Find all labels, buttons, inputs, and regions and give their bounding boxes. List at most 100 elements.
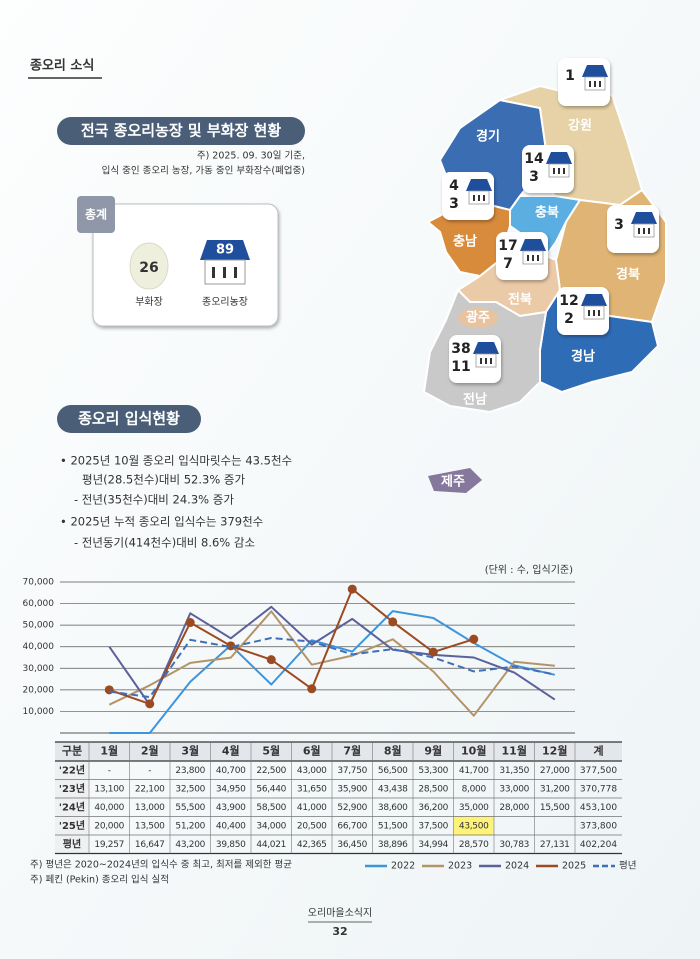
hatchery-label: 부화장: [135, 296, 163, 308]
y-tick-label: 20,000: [23, 685, 55, 695]
farm-roof: [200, 240, 250, 260]
region-label: 강원: [568, 118, 592, 134]
table-cell: 15,500: [540, 803, 570, 813]
table-cell: 58,500: [256, 803, 286, 813]
table-cell: 13,100: [94, 784, 124, 794]
table-cell: 13,000: [135, 803, 165, 813]
y-tick-label: 70,000: [23, 578, 55, 588]
hatchery-count: 26: [139, 260, 158, 276]
series-line: [109, 610, 556, 734]
table-cell: 8,000: [462, 784, 487, 794]
table-cell: 30,783: [499, 840, 529, 850]
section-label: 종오리 소식: [30, 58, 94, 74]
y-tick-label: 10,000: [23, 707, 55, 717]
marker-hatcheries: 7: [503, 256, 513, 272]
table-total: 402,204: [580, 840, 617, 850]
table-cell: 31,650: [297, 784, 327, 794]
table-cell: 44,021: [256, 840, 286, 850]
table-header: 구분: [62, 745, 82, 758]
region-label: 충북: [535, 205, 559, 221]
table-cell: 39,850: [216, 840, 246, 850]
table-cell: 31,200: [540, 784, 570, 794]
table-cell: 38,896: [378, 840, 408, 850]
x-tick-label: 4월: [222, 744, 240, 758]
table-cell: 19,257: [94, 840, 124, 850]
marker-hatcheries: 11: [451, 359, 470, 375]
table-total: 453,100: [580, 803, 617, 813]
region-label: 전남: [463, 392, 487, 408]
title-badge: [57, 117, 305, 145]
total-label: 총계: [85, 207, 107, 222]
map-marker: 14 3: [522, 145, 574, 193]
bullet: • 2025년 누적 종오리 입식수는 379천수: [60, 515, 263, 529]
marker-farms: 3: [614, 217, 624, 233]
legend-label: 평년: [619, 861, 636, 872]
marker-hatcheries: 3: [449, 196, 459, 212]
table-row-label: '25년: [59, 819, 85, 832]
series-line: [108, 605, 556, 706]
farm-count: 89: [216, 243, 234, 258]
region-label: 전북: [508, 292, 532, 308]
legend-label: 2022: [391, 861, 415, 872]
x-tick-label: 1월: [100, 744, 118, 758]
table-header-bg: [55, 742, 622, 761]
table-total: 370,778: [580, 784, 617, 794]
marker-farms: 4: [449, 178, 459, 194]
y-tick-label: 40,000: [23, 642, 55, 652]
marker-hatcheries: 2: [564, 311, 574, 327]
table-cell: 56,440: [256, 784, 286, 794]
series-marker: [469, 634, 479, 644]
total-tab: [77, 196, 115, 233]
table-total: 377,500: [580, 766, 617, 776]
table-cell: 35,900: [337, 784, 367, 794]
bullet: 평년(28.5천수)대비 52.3% 증가: [82, 473, 245, 487]
table-cell: 66,700: [337, 821, 367, 831]
table-cell: 38,600: [378, 803, 408, 813]
table-cell: 36,450: [337, 840, 367, 850]
table-cell: 43,438: [378, 784, 408, 794]
table-cell: 31,350: [499, 766, 529, 776]
stocking-title: 종오리 입식현황: [78, 410, 180, 428]
marker-farms: 1: [565, 68, 575, 84]
table-highlight: [453, 816, 494, 835]
table-row-label: 평년: [63, 837, 81, 850]
table-cell: 20,000: [94, 821, 124, 831]
legend-label: 2023: [448, 861, 472, 872]
table-cell: 43,500: [459, 821, 489, 831]
table-cell: 28,500: [418, 784, 448, 794]
legend-label: 2025: [562, 861, 586, 872]
series-marker: [428, 647, 438, 657]
region-label: 제주: [441, 475, 465, 490]
table-total: 373,800: [580, 821, 617, 831]
table-cell: -: [108, 766, 111, 776]
y-tick-label: 50,000: [23, 621, 55, 631]
table-cell: 22,500: [256, 766, 286, 776]
table-cell: -: [148, 766, 151, 776]
table-cell: 34,000: [256, 821, 286, 831]
table-cell: 32,500: [175, 784, 205, 794]
table-cell: 27,131: [540, 840, 570, 850]
status-note: 주) 2025. 09. 30일 기준,: [197, 151, 305, 162]
table-cell: 27,000: [540, 766, 570, 776]
x-tick-label: 5월: [262, 744, 280, 758]
table-cell: 42,365: [297, 840, 327, 850]
unit-label: (단위 : 수, 입식기준): [485, 563, 573, 576]
region-label: 광주: [466, 311, 490, 326]
table-cell: 20,500: [297, 821, 327, 831]
table-cell: 43,200: [175, 840, 205, 850]
table-cell: 33,000: [499, 784, 529, 794]
table-cell: 40,400: [216, 821, 246, 831]
y-tick-label: 60,000: [23, 599, 55, 609]
region-label: 충남: [453, 234, 477, 250]
region-label: 경북: [616, 267, 640, 283]
series-marker: [388, 617, 398, 627]
region-label: 경남: [571, 349, 595, 365]
table-cell: 41,000: [297, 803, 327, 813]
table-rowhead-bg: [55, 761, 89, 854]
footnote: 주) 페킨 (Pekin) 종오리 입식 실적: [30, 874, 169, 886]
x-tick-label: 10월: [461, 744, 486, 758]
table-cell: 22,100: [135, 784, 165, 794]
table-cell: 43,900: [216, 803, 246, 813]
table-header: 계: [593, 744, 603, 758]
